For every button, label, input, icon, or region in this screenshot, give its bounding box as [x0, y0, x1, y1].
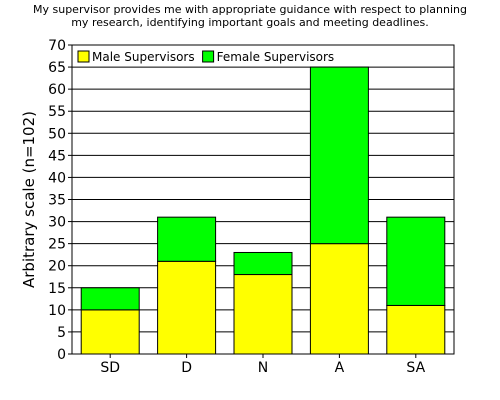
y-tick-label: 60: [48, 82, 66, 98]
x-tick-label: A: [335, 360, 345, 376]
legend-label-male: Male Supervisors: [92, 50, 195, 64]
y-tick-label: 45: [48, 148, 66, 164]
y-tick-label: 65: [48, 60, 66, 76]
y-axis-label: Arbitrary scale (n=102): [20, 111, 38, 288]
legend-swatch-male: [77, 50, 90, 63]
x-tick-label: N: [258, 360, 268, 376]
y-tick-label: 35: [48, 193, 66, 209]
y-tick-label: 5: [57, 325, 66, 341]
x-tick-label: SA: [406, 360, 425, 376]
bar-male-d: [157, 260, 217, 355]
legend-label-female: Female Supervisors: [217, 50, 335, 64]
y-tick-label: 30: [48, 215, 66, 231]
plot-frame: [71, 44, 455, 355]
chart-title-line-2: my research, identifying important goals…: [71, 16, 429, 29]
y-tick-label: 20: [48, 259, 66, 275]
y-tick-label: 25: [48, 237, 66, 253]
bar-male-n: [233, 274, 293, 355]
bar-male-sd: [80, 309, 140, 355]
chart-title: My supervisor provides me with appropria…: [20, 3, 480, 29]
bar-male-sa: [386, 304, 446, 355]
y-tick-label: 10: [48, 303, 66, 319]
y-tick-label: 40: [48, 170, 66, 186]
x-tick-label: D: [181, 360, 192, 376]
bar-female-sa: [386, 216, 446, 306]
y-tick-label: 50: [48, 126, 66, 142]
y-tick-label: 55: [48, 104, 66, 120]
y-tick-label: 70: [48, 38, 66, 54]
bar-female-a: [309, 66, 369, 245]
y-tick-label: 15: [48, 281, 66, 297]
bar-female-sd: [80, 287, 140, 311]
x-tick-label: SD: [100, 360, 120, 376]
bar-female-n: [233, 251, 293, 276]
chart-title-line-1: My supervisor provides me with appropria…: [33, 3, 467, 16]
y-tick-label: 0: [57, 347, 66, 363]
bar-male-a: [309, 243, 369, 355]
legend-swatch-female: [202, 50, 215, 63]
bar-female-d: [157, 216, 217, 262]
